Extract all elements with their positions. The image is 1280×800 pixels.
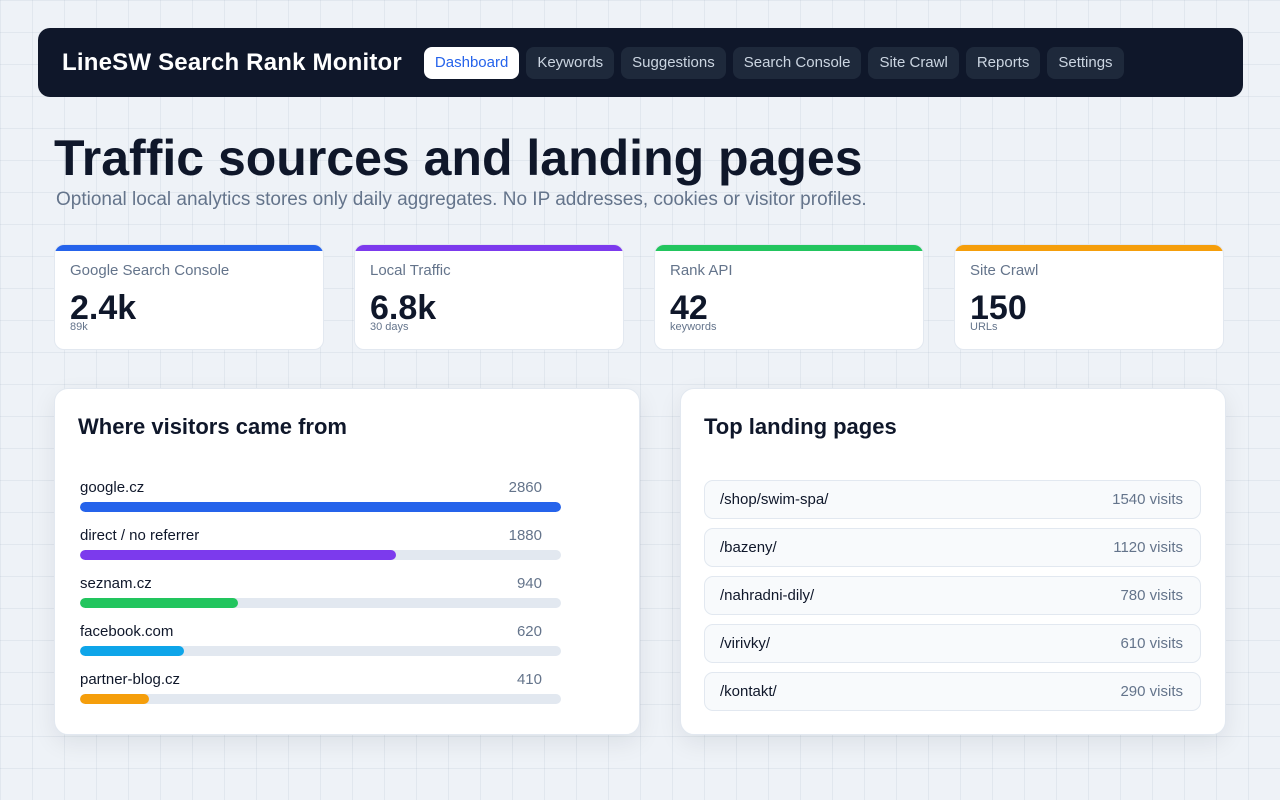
- source-count: 2860: [508, 479, 542, 496]
- landing-page-path: /nahradni-dily/: [720, 587, 815, 604]
- stat-accent-bar: [55, 245, 323, 251]
- landing-page-row[interactable]: /bazeny/ 1120 visits: [704, 528, 1201, 567]
- landing-page-path: /virivky/: [720, 635, 770, 652]
- main-nav: Dashboard Keywords Suggestions Search Co…: [423, 46, 1124, 79]
- landing-page-visits: 1540 visits: [1112, 491, 1183, 508]
- source-name: direct / no referrer: [80, 527, 200, 544]
- stat-label: Google Search Console: [70, 262, 230, 279]
- stat-card-search-console: Google Search Console 2.4k 89k: [54, 244, 324, 350]
- stat-value: 42: [670, 289, 708, 327]
- tab-reports[interactable]: Reports: [965, 46, 1041, 79]
- source-count: 1880: [508, 527, 542, 544]
- landing-page-visits: 780 visits: [1120, 587, 1183, 604]
- stat-subtext: 89k: [70, 321, 88, 333]
- source-name: seznam.cz: [80, 575, 152, 592]
- source-bar-track: [80, 550, 561, 560]
- app-title: LineSW Search Rank Monitor: [62, 48, 402, 76]
- source-bar-fill: [80, 550, 397, 560]
- source-row: google.cz 2860: [80, 479, 561, 519]
- stat-subtext: keywords: [670, 321, 717, 333]
- source-row: partner-blog.cz 410: [80, 671, 561, 711]
- tab-keywords[interactable]: Keywords: [526, 46, 615, 79]
- source-row: facebook.com 620: [80, 623, 561, 663]
- landing-page-row[interactable]: /shop/swim-spa/ 1540 visits: [704, 480, 1201, 519]
- source-bar-fill: [80, 502, 561, 512]
- traffic-sources-title: Where visitors came from: [78, 414, 347, 439]
- page-title: Traffic sources and landing pages: [54, 130, 863, 186]
- source-bar-fill: [80, 694, 149, 704]
- source-name: google.cz: [80, 479, 145, 496]
- tab-site-crawl[interactable]: Site Crawl: [868, 46, 959, 79]
- landing-page-visits: 1120 visits: [1113, 539, 1183, 556]
- tab-search-console[interactable]: Search Console: [732, 46, 862, 79]
- stat-subtext: 30 days: [370, 321, 409, 333]
- landing-page-path: /bazeny/: [720, 539, 777, 556]
- landing-page-visits: 290 visits: [1120, 683, 1183, 700]
- source-bar-fill: [80, 598, 239, 608]
- source-row: direct / no referrer 1880: [80, 527, 561, 567]
- landing-page-row[interactable]: /virivky/ 610 visits: [704, 624, 1201, 663]
- source-count: 410: [516, 671, 542, 688]
- tab-settings[interactable]: Settings: [1047, 46, 1124, 79]
- stat-value: 150: [970, 289, 1027, 327]
- source-bar-track: [80, 598, 561, 608]
- landing-page-path: /kontakt/: [720, 683, 777, 700]
- stat-label: Site Crawl: [970, 262, 1039, 279]
- source-count: 940: [516, 575, 542, 592]
- source-name: partner-blog.cz: [80, 671, 181, 688]
- stat-label: Rank API: [670, 262, 733, 279]
- stat-card-local-traffic: Local Traffic 6.8k 30 days: [354, 244, 624, 350]
- stat-subtext: URLs: [970, 321, 998, 333]
- top-navigation-bar: LineSW Search Rank Monitor Dashboard Key…: [38, 28, 1243, 97]
- landing-page-path: /shop/swim-spa/: [720, 491, 829, 508]
- source-row: seznam.cz 940: [80, 575, 561, 615]
- stat-value: 6.8k: [370, 289, 437, 327]
- traffic-sources-panel: Where visitors came from google.cz 2860 …: [54, 388, 640, 735]
- stat-card-site-crawl: Site Crawl 150 URLs: [954, 244, 1224, 350]
- source-bar-fill: [80, 646, 185, 656]
- stat-label: Local Traffic: [370, 262, 451, 279]
- stat-accent-bar: [955, 245, 1223, 251]
- stat-card-rank-api: Rank API 42 keywords: [654, 244, 924, 350]
- landing-page-row[interactable]: /nahradni-dily/ 780 visits: [704, 576, 1201, 615]
- landing-pages-title: Top landing pages: [704, 414, 897, 439]
- stat-accent-bar: [355, 245, 623, 251]
- tab-dashboard[interactable]: Dashboard: [423, 46, 520, 79]
- source-bar-track: [80, 502, 561, 512]
- source-name: facebook.com: [80, 623, 174, 640]
- stat-value: 2.4k: [70, 289, 137, 327]
- landing-pages-panel: Top landing pages /shop/swim-spa/ 1540 v…: [680, 388, 1226, 735]
- source-count: 620: [516, 623, 542, 640]
- landing-page-row[interactable]: /kontakt/ 290 visits: [704, 672, 1201, 711]
- landing-page-visits: 610 visits: [1120, 635, 1183, 652]
- source-bar-track: [80, 646, 561, 656]
- source-bar-track: [80, 694, 561, 704]
- stat-accent-bar: [655, 245, 923, 251]
- tab-suggestions[interactable]: Suggestions: [621, 46, 726, 79]
- page-subtitle: Optional local analytics stores only dai…: [56, 189, 867, 210]
